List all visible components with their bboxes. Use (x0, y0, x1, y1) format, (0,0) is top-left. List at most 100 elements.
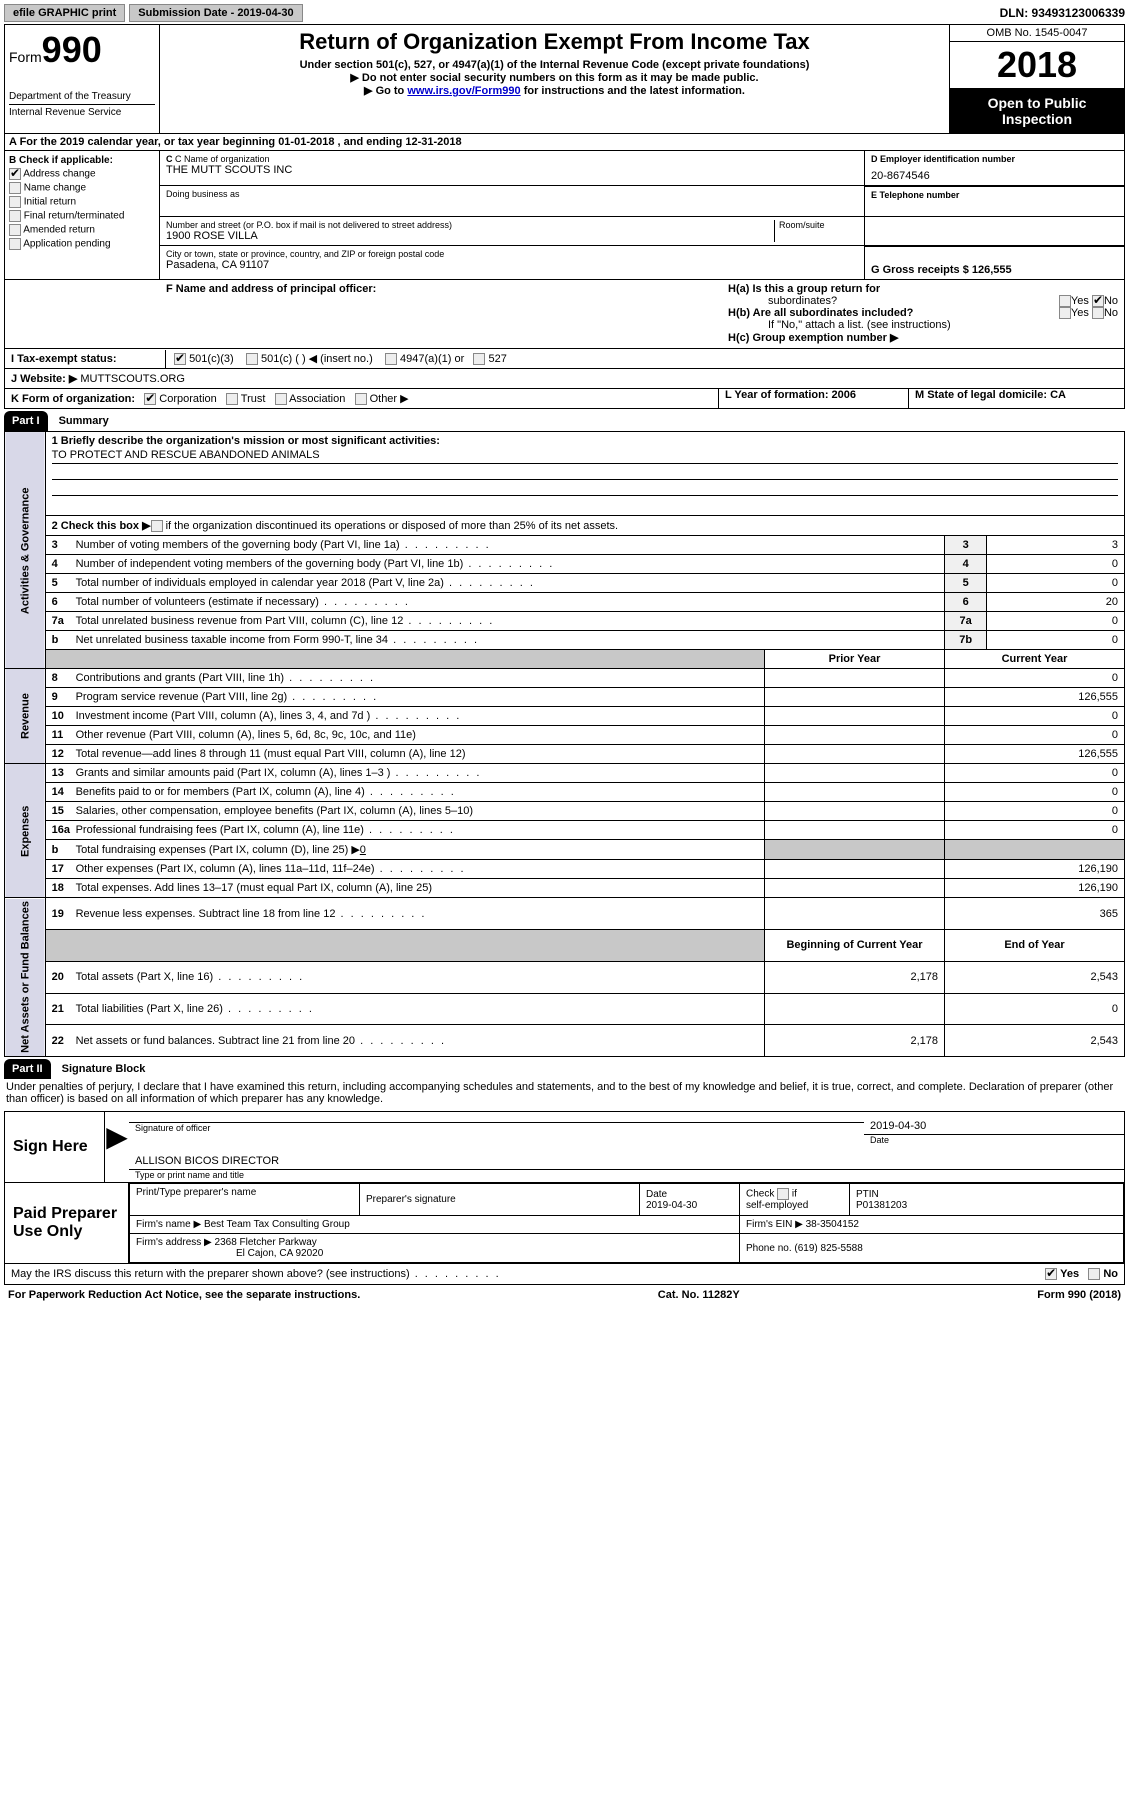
checkbox-icon[interactable] (355, 393, 367, 405)
date-label: Date (864, 1135, 1124, 1147)
part1-header-row: Part I Summary (4, 409, 1125, 431)
amended-check[interactable]: Amended return (9, 224, 155, 236)
corp: Corporation (159, 393, 216, 405)
vert-net: Net Assets or Fund Balances (5, 898, 46, 1057)
checkbox-icon[interactable] (226, 393, 238, 405)
checkbox-icon (9, 168, 21, 180)
officer-label: F Name and address of principal officer: (166, 283, 720, 295)
street: 1900 ROSE VILLA (166, 230, 774, 242)
section-b: B Check if applicable: Address change Na… (5, 151, 160, 279)
v8: 0 (945, 669, 1125, 688)
addr-change-check[interactable]: Address change (9, 168, 155, 180)
v11: 0 (945, 726, 1125, 745)
name-change-check[interactable]: Name change (9, 182, 155, 194)
begin-year: Beginning of Current Year (765, 930, 945, 962)
efile-button[interactable]: efile GRAPHIC print (4, 4, 125, 22)
v6: 20 (987, 593, 1125, 612)
section-klm: K Form of organization: Corporation Trus… (4, 389, 1125, 409)
501c: 501(c) ( ) ◀ (insert no.) (261, 353, 373, 365)
v14: 0 (945, 783, 1125, 802)
form-num: 990 (42, 29, 102, 70)
initial-label: Initial return (24, 197, 76, 208)
self-emp: self-employed (746, 1200, 808, 1211)
sig-officer-label: Signature of officer (129, 1123, 864, 1135)
name-change-label: Name change (24, 183, 86, 194)
part1-title: Summary (59, 415, 109, 427)
part2-title: Signature Block (62, 1063, 146, 1075)
firm-name: Best Team Tax Consulting Group (204, 1219, 350, 1230)
yes: Yes (1060, 1268, 1079, 1280)
section-fh: F Name and address of principal officer:… (4, 280, 1125, 349)
checkbox-icon[interactable] (1045, 1268, 1057, 1280)
irs-link[interactable]: www.irs.gov/Form990 (407, 85, 520, 97)
checkbox-icon[interactable] (174, 353, 186, 365)
checkbox-icon[interactable] (385, 353, 397, 365)
section-i: I Tax-exempt status: 501(c)(3) 501(c) ( … (4, 349, 1125, 369)
checkbox-icon[interactable] (151, 520, 163, 532)
m-label: M State of legal domicile: CA (915, 389, 1066, 401)
city: Pasadena, CA 91107 (166, 259, 864, 271)
v16a: 0 (945, 821, 1125, 840)
k-label: K Form of organization: (11, 393, 135, 405)
checkbox-icon[interactable] (1059, 295, 1071, 307)
checkbox-icon[interactable] (275, 393, 287, 405)
line2b: if the organization discontinued its ope… (163, 520, 619, 532)
firm-addr-label: Firm's address ▶ (136, 1237, 212, 1248)
room-label: Room/suite (779, 220, 864, 230)
end-year: End of Year (945, 930, 1125, 962)
line12: Total revenue—add lines 8 through 11 (mu… (76, 748, 466, 760)
line6: Total number of volunteers (estimate if … (76, 596, 410, 608)
checkbox-icon[interactable] (473, 353, 485, 365)
ha-label: H(a) Is this a group return for (728, 283, 880, 295)
pending-check[interactable]: Application pending (9, 238, 155, 250)
website: MUTTSCOUTS.ORG (77, 373, 185, 385)
final-check[interactable]: Final return/terminated (9, 210, 155, 222)
current-year: Current Year (945, 650, 1125, 669)
pending-label: Application pending (23, 239, 110, 250)
section-j: J Website: ▶ MUTTSCOUTS.ORG (4, 369, 1125, 389)
note2-pre: ▶ Go to (364, 85, 407, 97)
checkbox-icon[interactable] (1092, 307, 1104, 319)
checkbox-icon (9, 224, 21, 236)
org-name-label: C C Name of organization (166, 154, 864, 164)
c-name-label: C Name of organization (175, 154, 270, 164)
footer: For Paperwork Reduction Act Notice, see … (4, 1285, 1125, 1305)
initial-check[interactable]: Initial return (9, 196, 155, 208)
assoc: Association (289, 393, 345, 405)
discuss-text: May the IRS discuss this return with the… (11, 1268, 501, 1280)
line14: Benefits paid to or for members (Part IX… (76, 786, 456, 798)
line10: Investment income (Part VIII, column (A)… (76, 710, 462, 722)
checkbox-icon[interactable] (246, 353, 258, 365)
trust: Trust (241, 393, 266, 405)
checkbox-icon (9, 238, 21, 250)
dept-irs: Internal Revenue Service (9, 104, 155, 118)
l-label: L Year of formation: 2006 (725, 389, 856, 401)
line16a: Professional fundraising fees (Part IX, … (76, 824, 455, 836)
checkbox-icon[interactable] (1088, 1268, 1100, 1280)
form-number: Form990 (9, 29, 155, 71)
line4: Number of independent voting members of … (76, 558, 555, 570)
amended-label: Amended return (23, 225, 95, 236)
submission-button[interactable]: Submission Date - 2019-04-30 (129, 4, 302, 22)
other: Other ▶ (370, 393, 409, 405)
row-a: A For the 2019 calendar year, or tax yea… (4, 134, 1125, 151)
checkbox-icon[interactable] (777, 1188, 789, 1200)
line3: Number of voting members of the governin… (76, 539, 491, 551)
line7b: Net unrelated business taxable income fr… (76, 634, 479, 646)
line17: Other expenses (Part IX, column (A), lin… (76, 863, 466, 875)
preparer-table: Print/Type preparer's name Preparer's si… (129, 1183, 1124, 1263)
name-title-label: Type or print name and title (129, 1170, 1124, 1182)
part2-badge: Part II (4, 1059, 51, 1079)
checkbox-icon[interactable] (1059, 307, 1071, 319)
line15: Salaries, other compensation, employee b… (76, 805, 473, 817)
v12: 126,555 (945, 745, 1125, 764)
v10: 0 (945, 707, 1125, 726)
sig-date: 2019-04-30 (864, 1112, 1124, 1135)
checkbox-icon[interactable] (144, 393, 156, 405)
addr-change-label: Address change (23, 169, 95, 180)
line1: 1 Briefly describe the organization's mi… (52, 435, 1118, 447)
ein-label: D Employer identification number (871, 154, 1118, 164)
checkbox-icon[interactable] (1092, 295, 1104, 307)
footer-left: For Paperwork Reduction Act Notice, see … (8, 1289, 360, 1301)
hc-label: H(c) Group exemption number ▶ (728, 332, 898, 344)
